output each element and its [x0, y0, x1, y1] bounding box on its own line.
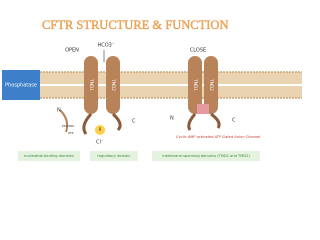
- ion-bottom: Cl⁻: [96, 140, 104, 146]
- phosphatase-label: Phosphatase: [5, 83, 37, 89]
- tmd-label: TMD1: [193, 78, 198, 91]
- kinase-label: PKA/PKC: [62, 124, 75, 128]
- title: CFTR STRUCTURE & FUNCTION: [42, 18, 228, 32]
- c-label: C: [232, 118, 236, 124]
- ion-top: HCO3⁻: [97, 43, 114, 49]
- domain-label: regulatory domain: [97, 154, 130, 158]
- n-label: N: [170, 116, 174, 122]
- closed-channel: [187, 56, 221, 131]
- domain-box: [90, 151, 138, 161]
- r-label: R: [99, 127, 102, 132]
- close-label: CLOSE: [190, 48, 206, 54]
- tmd-label: TMD1: [89, 78, 94, 91]
- tmd-label: TMD2: [209, 78, 214, 91]
- membrane: [40, 71, 302, 99]
- n-label: N: [57, 108, 61, 114]
- domain-label: nucleotide-binding domains: [24, 154, 74, 158]
- open-label: OPEN: [65, 48, 79, 54]
- atp-label: ATP: [68, 131, 74, 135]
- c-label: C: [132, 119, 136, 125]
- domain-label: membrane-spanning domains (TMD1 and TMD2…: [162, 154, 250, 158]
- domain-box: [18, 151, 80, 161]
- domain-box: [152, 151, 260, 161]
- phosphatase-box: [2, 70, 40, 100]
- caption: Cyclic AMP activated ATP Gated Anion Cha…: [176, 135, 260, 139]
- slide: CFTR STRUCTURE & FUNCTION Phosphatase OP…: [2, 17, 302, 161]
- open-channel: [59, 56, 122, 135]
- tmd-label: TMD2: [111, 78, 116, 91]
